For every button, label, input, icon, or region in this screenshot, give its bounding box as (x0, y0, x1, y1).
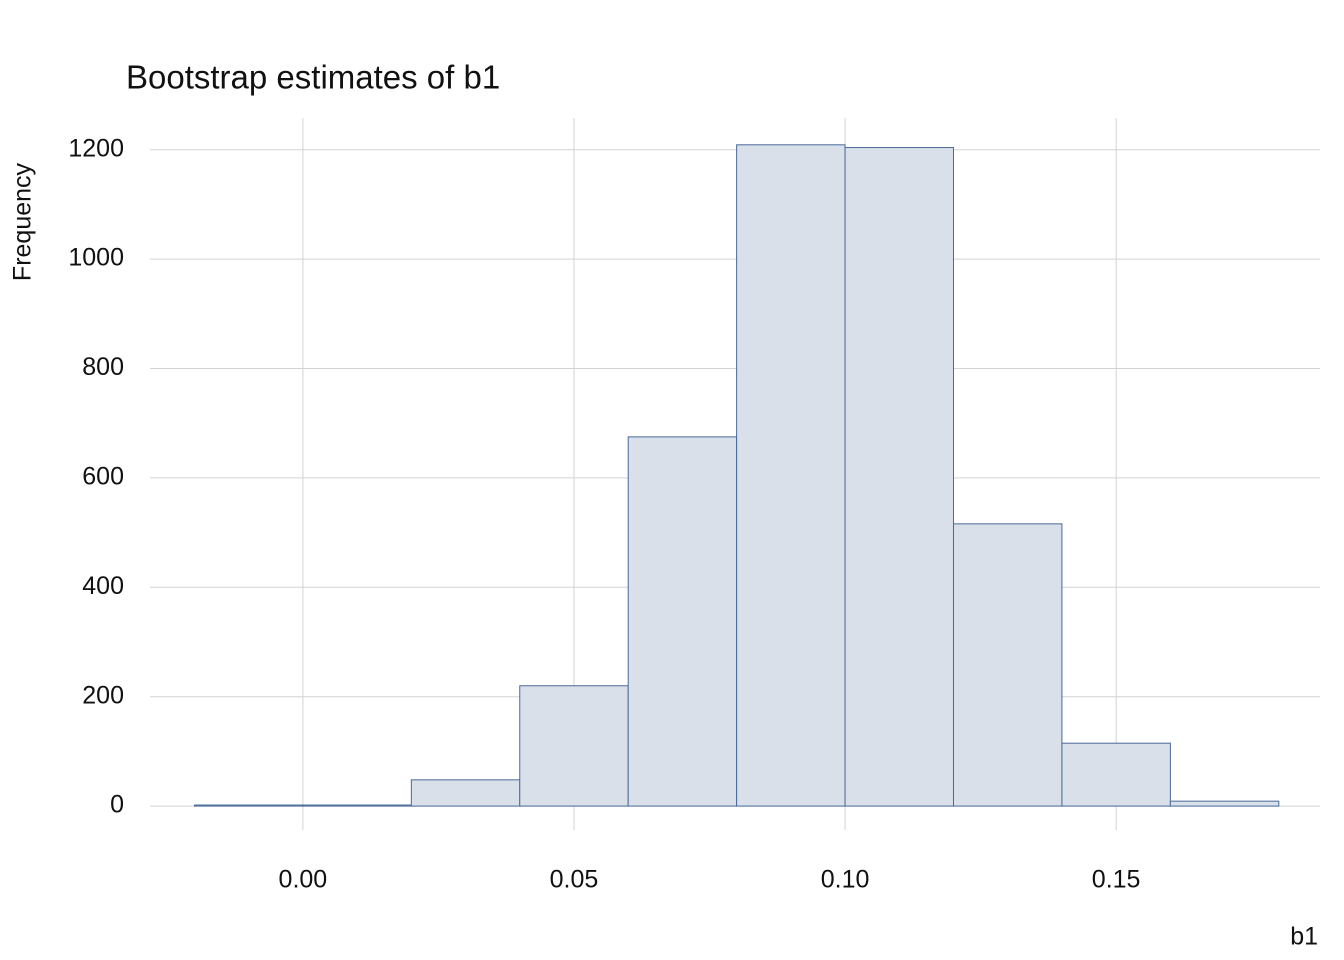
bar (844, 147, 954, 807)
bar (302, 804, 412, 807)
y-axis-label: Frequency (9, 162, 37, 281)
x-tick-label: 0.15 (1092, 866, 1141, 894)
bar (627, 436, 738, 807)
y-tick-label: 200 (82, 681, 124, 709)
bar (410, 779, 521, 807)
y-tick-label: 800 (82, 353, 124, 381)
bar (1169, 800, 1280, 807)
bar (519, 685, 629, 807)
y-tick-label: 400 (82, 572, 124, 600)
x-tick-label: 0.10 (821, 866, 870, 894)
bar (736, 144, 846, 807)
x-tick-label: 0.05 (550, 866, 599, 894)
y-tick-label: 600 (82, 463, 124, 491)
y-tick-label: 1200 (68, 134, 124, 162)
y-tick-label: 0 (110, 791, 124, 819)
y-tick-label: 1000 (68, 244, 124, 272)
bar (193, 804, 304, 807)
chart-title: Bootstrap estimates of b1 (126, 59, 500, 96)
x-tick-label: 0.00 (279, 866, 328, 894)
bars (193, 144, 1280, 807)
x-axis-label: b1 (1290, 923, 1318, 951)
bar (952, 523, 1063, 807)
bar (1061, 742, 1171, 807)
